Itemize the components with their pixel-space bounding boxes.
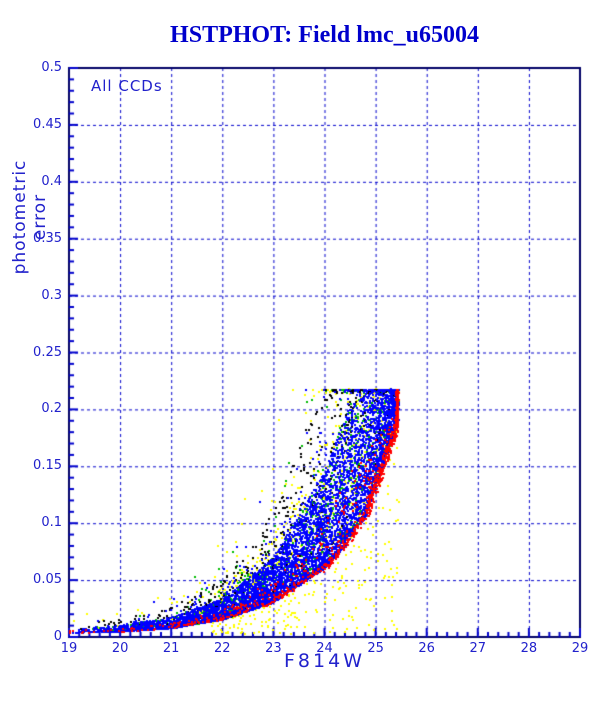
x-tick-label: 26 bbox=[418, 641, 435, 656]
y-tick-label: 0.45 bbox=[33, 116, 62, 132]
y-tick-label: 0.1 bbox=[41, 515, 62, 531]
x-tick-label: 23 bbox=[265, 641, 282, 656]
x-tick-label: 19 bbox=[60, 641, 78, 656]
y-tick-label: 0.35 bbox=[33, 230, 62, 246]
y-tick-label: 0.4 bbox=[41, 173, 62, 189]
x-tick-label: 28 bbox=[520, 641, 538, 656]
y-tick-label: 0.3 bbox=[41, 287, 62, 303]
x-tick-label: 27 bbox=[469, 641, 487, 656]
x-tick-label: 22 bbox=[214, 641, 231, 656]
x-tick-label: 25 bbox=[367, 641, 384, 656]
page-title: HSTPHOT: Field lmc_u65004 bbox=[170, 22, 479, 48]
x-tick-label: 24 bbox=[316, 641, 333, 656]
y-tick-label: 0 bbox=[53, 629, 62, 644]
x-tick-label: 29 bbox=[571, 641, 589, 656]
y-axis-label: photometric error bbox=[10, 159, 50, 275]
y-tick-label: 0.25 bbox=[33, 344, 62, 360]
y-tick-label: 0.15 bbox=[33, 458, 62, 474]
y-tick-label: 0.05 bbox=[33, 572, 62, 588]
x-tick-label: 20 bbox=[111, 641, 129, 656]
ccd-annotation: All CCDs bbox=[91, 77, 163, 95]
x-tick-label: 21 bbox=[162, 641, 180, 656]
x-axis-label: F814W bbox=[284, 650, 365, 672]
y-tick-label: 0.5 bbox=[41, 60, 62, 75]
y-tick-label: 0.2 bbox=[41, 401, 62, 417]
